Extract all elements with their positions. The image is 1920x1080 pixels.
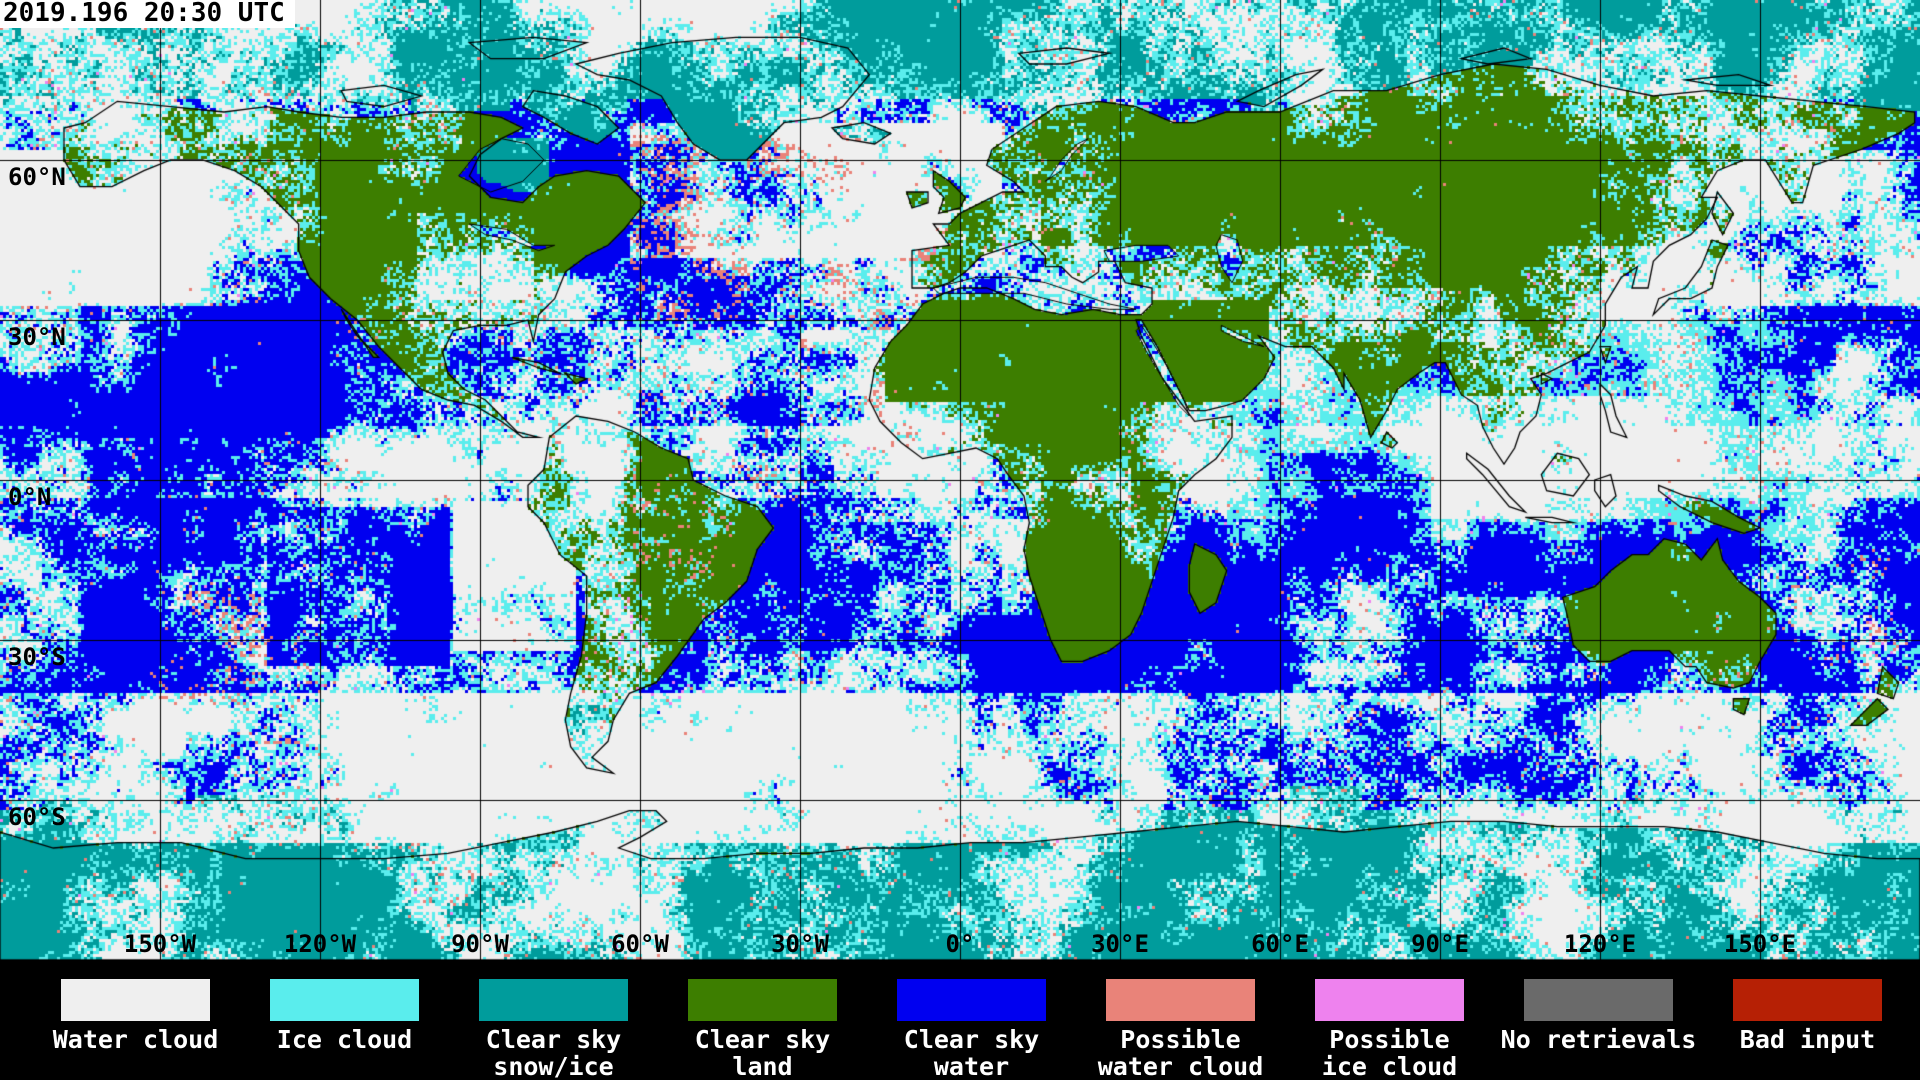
legend-item: No retrievals bbox=[1501, 960, 1696, 1080]
legend-label: Possible ice cloud bbox=[1321, 1025, 1458, 1080]
legend-swatch bbox=[270, 979, 419, 1021]
legend-item: Clear sky water bbox=[897, 960, 1046, 1080]
legend-item: Clear sky snow/ice bbox=[479, 960, 628, 1080]
longitude-label: 150°E bbox=[1723, 930, 1797, 958]
latitude-label: 60°S bbox=[8, 803, 66, 831]
legend-label: Clear sky land bbox=[694, 1025, 831, 1080]
longitude-label: 60°W bbox=[611, 930, 669, 958]
legend-bar: Water cloud Ice cloud Clear sky snow/ice… bbox=[0, 960, 1920, 1080]
longitude-label: 90°E bbox=[1411, 930, 1469, 958]
legend-swatch bbox=[1733, 979, 1882, 1021]
legend-swatch bbox=[897, 979, 1046, 1021]
legend-item: Water cloud bbox=[53, 960, 218, 1080]
timestamp-label: 2019.196 20:30 UTC bbox=[0, 0, 295, 28]
legend-item: Possible water cloud bbox=[1098, 960, 1263, 1080]
longitude-label: 0° bbox=[945, 930, 975, 958]
legend-label: Bad input bbox=[1739, 1025, 1876, 1054]
legend-item: Possible ice cloud bbox=[1315, 960, 1464, 1080]
latitude-label: 30°S bbox=[8, 643, 66, 671]
legend-label: Clear sky snow/ice bbox=[485, 1025, 622, 1080]
legend-label: No retrievals bbox=[1500, 1025, 1697, 1054]
longitude-label: 120°E bbox=[1563, 930, 1637, 958]
latitude-label: 0°N bbox=[8, 483, 52, 511]
longitude-label: 150°W bbox=[123, 930, 197, 958]
legend-item: Clear sky land bbox=[688, 960, 837, 1080]
legend-item: Bad input bbox=[1733, 960, 1882, 1080]
legend-label: Possible water cloud bbox=[1097, 1025, 1264, 1080]
legend-swatch bbox=[1524, 979, 1673, 1021]
longitude-label: 120°W bbox=[283, 930, 357, 958]
legend-swatch bbox=[1315, 979, 1464, 1021]
legend-swatch bbox=[688, 979, 837, 1021]
legend-label: Water cloud bbox=[52, 1025, 219, 1054]
legend-swatch bbox=[1106, 979, 1255, 1021]
latitude-label: 30°N bbox=[8, 323, 66, 351]
latitude-label: 60°N bbox=[8, 163, 66, 191]
legend-item: Ice cloud bbox=[270, 960, 419, 1080]
longitude-label: 30°W bbox=[771, 930, 829, 958]
legend-label: Clear sky water bbox=[903, 1025, 1040, 1080]
longitude-label: 30°E bbox=[1091, 930, 1149, 958]
legend-swatch bbox=[61, 979, 210, 1021]
longitude-label: 60°E bbox=[1251, 930, 1309, 958]
cloud-classification-map-canvas bbox=[0, 0, 1920, 960]
longitude-label: 90°W bbox=[451, 930, 509, 958]
legend-label: Ice cloud bbox=[276, 1025, 413, 1054]
legend-swatch bbox=[479, 979, 628, 1021]
